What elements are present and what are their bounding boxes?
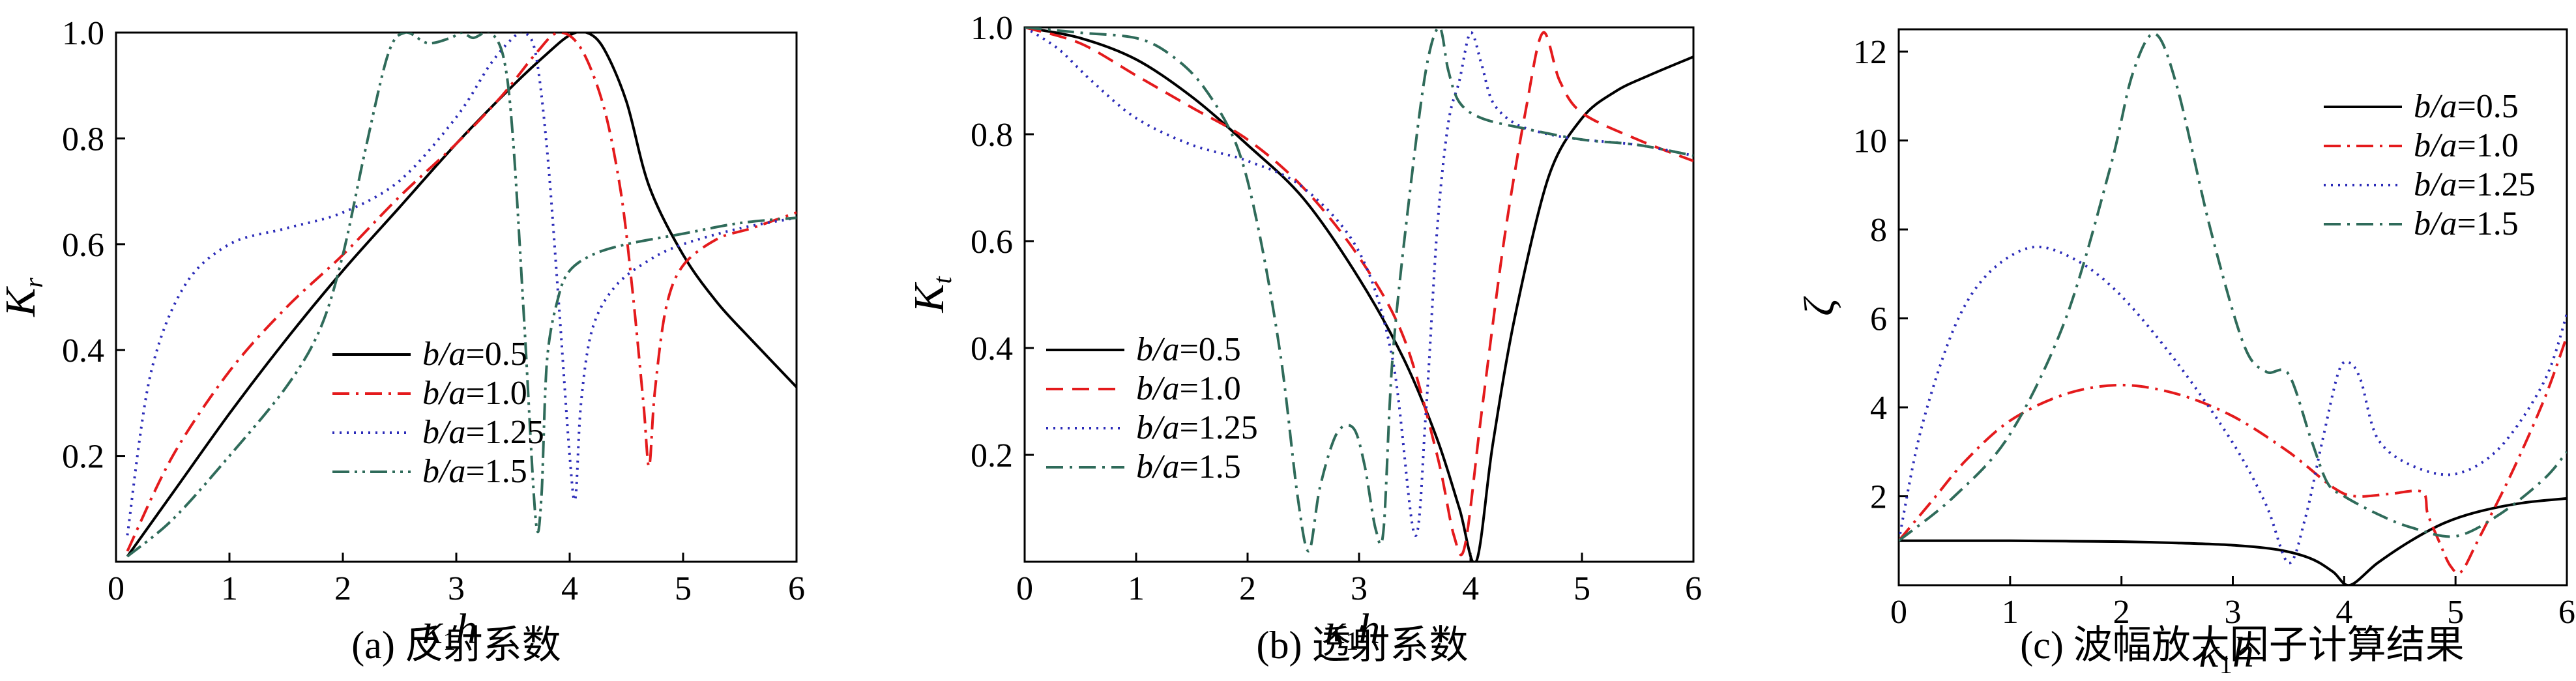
series-line-4 [126, 33, 797, 558]
y-tick-label: 8 [1870, 212, 1887, 249]
y-tick-label: 0.6 [971, 224, 1013, 261]
y-tick-label: 0.6 [62, 227, 104, 264]
x-tick-label: 2 [1239, 570, 1256, 607]
y-tick-label: 4 [1870, 390, 1887, 427]
y-axis-label: ζ [1796, 296, 1843, 316]
y-axis-label: Kt [905, 276, 957, 313]
legend-label: b/a=0.5 [422, 336, 527, 373]
y-tick-label: 0.4 [62, 332, 104, 369]
series-line-4 [1025, 27, 1693, 553]
x-tick-label: 1 [221, 570, 238, 607]
x-axis-label: κ1h [2199, 629, 2254, 679]
x-axis-label: κ1h [1325, 605, 1381, 656]
legend-label: b/a=1.25 [1136, 409, 1258, 446]
y-tick-label: 0.8 [971, 117, 1013, 154]
x-tick-label: 4 [561, 570, 578, 607]
x-tick-label: 3 [1351, 570, 1368, 607]
legend-label: b/a=1.25 [422, 414, 544, 451]
y-tick-label: 10 [1853, 123, 1887, 160]
x-tick-label: 6 [2558, 594, 2575, 631]
y-tick-label: 0.2 [971, 437, 1013, 474]
x-tick-label: 5 [2447, 594, 2464, 631]
x-tick-label: 2 [2113, 594, 2130, 631]
series-line-1 [1899, 497, 2567, 585]
y-tick-label: 6 [1870, 301, 1887, 338]
legend-label: b/a=0.5 [2414, 88, 2519, 125]
x-tick-label: 6 [788, 570, 805, 607]
panel-c: 0 1 2 3 4 5 624681012κ1hζb/a=0.5b/a=1.0b/a=1.2… [1796, 28, 2575, 679]
y-tick-label: 1.0 [971, 10, 1013, 47]
x-tick-label: 5 [1573, 570, 1590, 607]
legend-label: b/a=1.0 [2414, 127, 2519, 164]
series-line-2 [1899, 336, 2567, 575]
x-tick-label: 0 [1890, 594, 1907, 631]
legend-label: b/a=1.25 [2414, 166, 2536, 203]
x-tick-label: 5 [675, 570, 692, 607]
y-tick-label: 0.8 [62, 121, 104, 158]
x-tick-label: 4 [2335, 594, 2352, 631]
legend: b/a=0.5b/a=1.0b/a=1.25b/a=1.5 [332, 336, 544, 490]
legend-label: b/a=1.5 [1136, 448, 1241, 485]
x-tick-label: 2 [334, 570, 351, 607]
x-tick-label: 0 [1016, 570, 1033, 607]
x-tick-label: 3 [2225, 594, 2242, 631]
panel-a: 0 1 2 3 4 5 60.20.40.60.81.0κ1hKrb/a=0.5b/a=1.… [0, 15, 805, 667]
legend-label: b/a=1.5 [422, 453, 527, 490]
x-tick-label: 1 [1128, 570, 1145, 607]
legend-label: b/a=1.5 [2414, 205, 2519, 242]
legend-label: b/a=0.5 [1136, 331, 1241, 368]
x-tick-label: 3 [448, 570, 465, 607]
x-tick-label: 0 [108, 570, 124, 607]
series-line-3 [1025, 27, 1693, 537]
series-line-2 [1025, 27, 1693, 557]
y-tick-label: 12 [1853, 34, 1887, 71]
panel-caption: (a) 反射系数 [351, 624, 561, 667]
y-tick-label: 0.2 [62, 439, 104, 476]
y-tick-label: 2 [1870, 479, 1887, 516]
legend-label: b/a=1.0 [1136, 370, 1241, 407]
y-tick-label: 0.4 [971, 330, 1013, 368]
series-line-1 [126, 33, 797, 558]
x-axis-label: κ1h [422, 605, 478, 656]
panel-caption: (b) 透射系数 [1257, 624, 1469, 667]
x-tick-label: 1 [2002, 594, 2019, 631]
legend: b/a=0.5b/a=1.0b/a=1.25b/a=1.5 [2324, 88, 2536, 242]
series-line-4 [1899, 32, 2567, 542]
y-tick-label: 1.0 [62, 15, 104, 52]
legend: b/a=0.5b/a=1.0b/a=1.25b/a=1.5 [1046, 331, 1258, 485]
x-tick-label: 6 [1685, 570, 1702, 607]
y-axis-label: Kr [0, 278, 48, 317]
panel-b: 0 1 2 3 4 5 60.20.40.60.81.0κ1hKtb/a=0.5b/a=1.… [905, 10, 1702, 667]
panel-caption: (c) 波幅放大因子计算结果 [2020, 624, 2465, 667]
legend-label: b/a=1.0 [422, 375, 527, 412]
x-tick-label: 4 [1462, 570, 1479, 607]
series-line-1 [1025, 27, 1693, 562]
